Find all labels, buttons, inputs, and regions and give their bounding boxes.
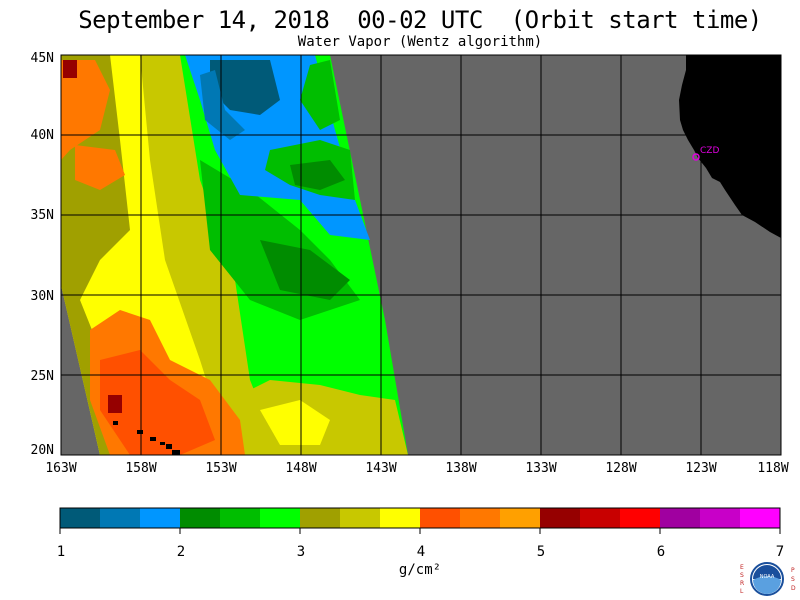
logo-letter-p: P: [791, 567, 795, 574]
colorbar-swatch: [460, 508, 501, 528]
station-label: CZD: [700, 146, 720, 156]
colorbar-label-7: 7: [775, 544, 785, 560]
colorbar-label-6: 6: [656, 544, 666, 560]
lat-label-45n: 45N: [30, 51, 54, 66]
colorbar-swatch: [220, 508, 261, 528]
lat-label-40n: 40N: [30, 128, 54, 143]
colorbar-swatch: [100, 508, 141, 528]
logo-letter-e: E: [740, 564, 744, 571]
lat-label-25n: 25N: [30, 369, 54, 384]
lon-label-123w: 123W: [685, 461, 717, 476]
lon-label-138w: 138W: [445, 461, 477, 476]
colorbar-swatch: [260, 508, 301, 528]
logo-letter-s2: S: [791, 576, 795, 583]
colorbar-swatch: [580, 508, 621, 528]
logo-center-text: NOAA: [760, 574, 775, 580]
noaa-esrl-psd-logo: NOAA E S R L P S D: [740, 562, 796, 596]
graticule: [61, 55, 781, 455]
map-frame: [60, 54, 782, 456]
station-marker: [692, 153, 700, 161]
colorbar-swatch: [620, 508, 661, 528]
hawaii-islands: [113, 421, 180, 455]
map-title: September 14, 2018 00-02 UTC (Orbit star…: [78, 6, 762, 34]
colorbar-swatch: [340, 508, 381, 528]
colorbar-swatch: [180, 508, 221, 528]
colorbar-units: g/cm²: [398, 562, 442, 578]
colorbar-swatch: [540, 508, 581, 528]
logo-letter-r: R: [740, 580, 744, 587]
colorbar-label-2: 2: [176, 544, 186, 560]
logo-letter-d: D: [791, 585, 796, 592]
satellite-swath: [61, 55, 408, 455]
lat-label-20n: 20N: [30, 443, 54, 458]
lon-label-158w: 158W: [125, 461, 157, 476]
lon-label-148w: 148W: [285, 461, 317, 476]
colorbar-label-3: 3: [296, 544, 306, 560]
lon-label-133w: 133W: [525, 461, 557, 476]
colorbar-label-4: 4: [416, 544, 426, 560]
colorbar-swatch: [300, 508, 341, 528]
colorbar-swatch: [740, 508, 781, 528]
lon-label-143w: 143W: [365, 461, 397, 476]
lon-label-128w: 128W: [605, 461, 637, 476]
land-mass: [679, 55, 781, 238]
colorbar-swatch: [420, 508, 461, 528]
map-subtitle: Water Vapor (Wentz algorithm): [297, 34, 543, 50]
colorbar-label-1: 1: [56, 544, 66, 560]
colorbar-swatch: [60, 508, 101, 528]
lat-label-35n: 35N: [30, 208, 54, 223]
lon-label-118w: 118W: [757, 461, 789, 476]
colorbar: [59, 507, 781, 534]
colorbar-swatch: [380, 508, 421, 528]
lon-label-163w: 163W: [45, 461, 77, 476]
lat-label-30n: 30N: [30, 289, 54, 304]
logo-letter-s: S: [740, 572, 744, 579]
logo-letter-l: L: [740, 588, 744, 595]
colorbar-swatch: [140, 508, 181, 528]
colorbar-swatch: [660, 508, 701, 528]
colorbar-label-5: 5: [536, 544, 546, 560]
colorbar-swatch: [700, 508, 741, 528]
colorbar-swatch: [500, 508, 541, 528]
lon-label-153w: 153W: [205, 461, 237, 476]
